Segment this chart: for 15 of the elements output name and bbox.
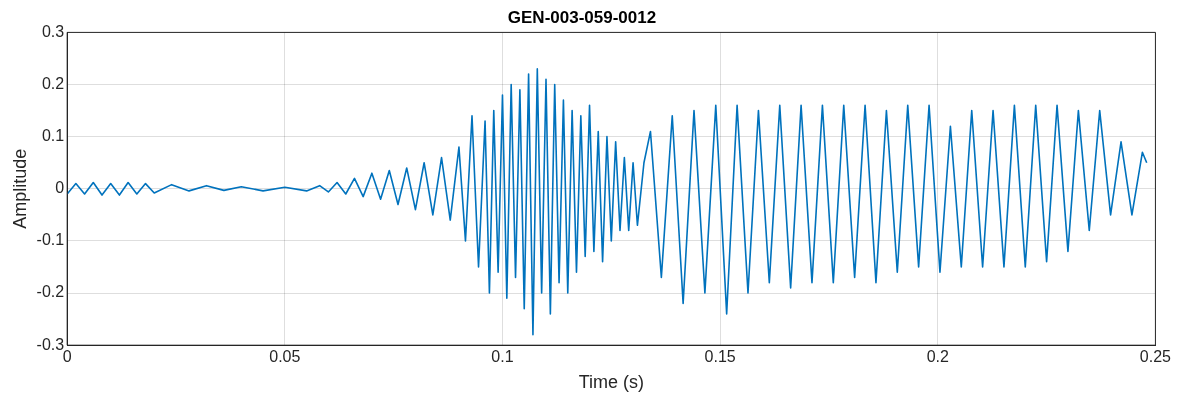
y-tick-label: -0.2 bbox=[36, 283, 65, 301]
x-tick-label: 0.15 bbox=[704, 348, 736, 366]
x-axis-title: Time (s) bbox=[578, 372, 644, 393]
x-tick-label: 0.2 bbox=[926, 348, 949, 366]
y-tick-label: -0.3 bbox=[36, 335, 65, 353]
y-tick-label: 0.2 bbox=[41, 74, 65, 92]
x-tick-label: 0.05 bbox=[269, 348, 301, 366]
chart-title: GEN-003-059-0012 bbox=[507, 7, 657, 27]
y-tick-label: -0.1 bbox=[36, 231, 65, 249]
y-tick-label: 0 bbox=[55, 179, 65, 197]
x-tick-label: 0.1 bbox=[491, 348, 514, 366]
y-tick-label: 0.3 bbox=[41, 22, 65, 40]
y-axis-title: Amplitude bbox=[9, 148, 30, 229]
y-tick-label: 0.1 bbox=[41, 127, 65, 145]
x-tick-label: 0.25 bbox=[1139, 348, 1172, 366]
